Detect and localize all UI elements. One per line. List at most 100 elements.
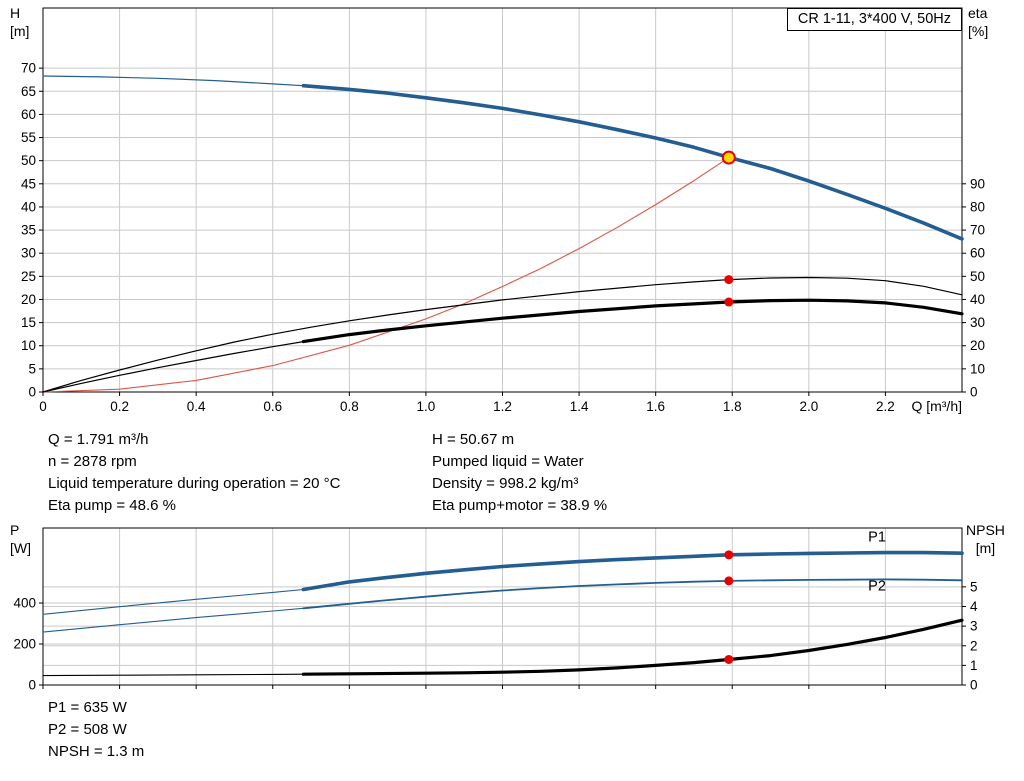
y-right-tick-label: 1 <box>970 658 978 673</box>
duty-info-right-column: H = 50.67 m Pumped liquid = Water Densit… <box>432 429 607 517</box>
info-line-eta-pump: Eta pump = 48.6 % <box>48 497 176 514</box>
y-left-tick-label: 0 <box>28 385 36 400</box>
y-right-tick-label: 3 <box>970 619 978 634</box>
series-p1-curve <box>301 550 964 592</box>
y-left-tick-label: 400 <box>13 596 36 611</box>
series-p2-curve <box>302 578 963 610</box>
y-right-tick-label: 10 <box>970 361 985 376</box>
y-right-tick-label: 50 <box>970 269 985 284</box>
series-system-curve <box>42 157 730 393</box>
power-annotations: P1 P2 <box>724 530 886 664</box>
series-eta-pump-motor-lead <box>42 341 304 393</box>
x-tick-label: 0.6 <box>263 399 282 414</box>
power-info-block: P1 = 635 W P2 = 508 W NPSH = 1.3 m <box>48 697 144 763</box>
qh-annotations <box>721 150 736 307</box>
series-eta-pump-motor-curve <box>301 298 964 344</box>
npsh-axis-label-unit: [m] <box>975 540 996 556</box>
x-tick-label: 0.8 <box>340 399 359 414</box>
qh-axes: 0 0.2 0.4 0.6 0.8 1.0 1.2 1.4 1.6 1.8 2.0 2.2 0 5 10 15… <box>21 7 985 414</box>
x-tick-label: 1.6 <box>646 399 665 414</box>
info-line-npsh: NPSH = 1.3 m <box>48 743 145 760</box>
x-tick-label: 1.4 <box>570 399 589 414</box>
y-left-tick-label: 45 <box>21 176 36 191</box>
p-axis-label-unit: [W] <box>10 540 31 556</box>
eta-axis-label: eta [%] <box>968 4 988 40</box>
y-right-tick-label: 80 <box>970 199 985 214</box>
info-line-eta-total: Eta pump+motor = 38.9 % <box>432 497 608 514</box>
qh-plot-frame <box>42 7 963 393</box>
npsh-axis-label-symbol: NPSH <box>966 522 1005 538</box>
x-tick-label: 1.2 <box>493 399 512 414</box>
p-axis-label-symbol: P <box>10 522 20 538</box>
h-axis-label: H [m] <box>10 4 29 40</box>
x-tick-label: 0.2 <box>110 399 129 414</box>
y-right-tick-label: 30 <box>970 315 985 330</box>
p1-curve-label: P1 <box>868 530 886 546</box>
info-line-p2: P2 = 508 W <box>48 721 127 738</box>
npsh-operating-dot <box>724 654 734 664</box>
info-line-liquid: Pumped liquid = Water <box>432 453 584 470</box>
q-axis-label: Q [m³/h] <box>911 398 962 414</box>
y-left-tick-label: 35 <box>21 223 36 238</box>
x-tick-label: 1.0 <box>417 399 436 414</box>
info-line-q: Q = 1.791 m³/h <box>48 431 149 448</box>
y-right-tick-label: 70 <box>970 223 985 238</box>
series-p2-lead <box>42 607 304 633</box>
power-plot-frame <box>42 527 963 686</box>
h-axis-label-unit: [m] <box>10 23 30 39</box>
info-line-p1: P1 = 635 W <box>48 699 127 716</box>
p2-operating-dot <box>724 576 734 586</box>
series-npsh-curve <box>301 618 964 676</box>
y-right-tick-label: 40 <box>970 292 985 307</box>
y-left-tick-label: 60 <box>21 107 36 122</box>
y-left-tick-label: 30 <box>21 246 36 261</box>
y-right-tick-label: 5 <box>970 579 978 594</box>
eta-axis-label-symbol: eta <box>968 5 988 21</box>
x-tick-label: 0.4 <box>187 399 206 414</box>
duty-point-marker <box>721 150 736 165</box>
x-tick-label: 0 <box>39 399 47 414</box>
info-line-h: H = 50.67 m <box>432 431 515 448</box>
y-left-tick-label: 20 <box>21 292 36 307</box>
y-left-tick-label: 70 <box>21 61 36 76</box>
eta-axis-label-unit: [%] <box>968 23 989 39</box>
qh-grid <box>43 8 962 392</box>
series-p1-lead <box>42 588 304 615</box>
info-line-temperature: Liquid temperature during operation = 20… <box>48 475 341 492</box>
y-left-tick-label: 200 <box>13 637 36 652</box>
series-npsh-lead <box>42 673 304 677</box>
series-h-curve-lead <box>42 75 304 87</box>
y-right-tick-label: 60 <box>970 246 985 261</box>
h-axis-label-symbol: H <box>10 5 21 21</box>
series-h-curve <box>301 83 964 241</box>
y-left-tick-label: 5 <box>28 361 36 376</box>
y-right-tick-label: 90 <box>970 176 985 191</box>
npsh-axis-label: NPSH [m] <box>966 521 1005 557</box>
p2-curve-label: P2 <box>868 578 886 594</box>
qh-series-group <box>42 75 964 393</box>
power-series-group <box>42 550 964 677</box>
y-left-tick-label: 50 <box>21 153 36 168</box>
eta-pump-motor-operating-dot <box>724 297 734 307</box>
info-line-density: Density = 998.2 kg/m³ <box>432 475 579 492</box>
y-left-tick-label: 55 <box>21 130 36 145</box>
x-tick-label: 1.8 <box>723 399 742 414</box>
series-eta-pump-curve <box>42 276 963 393</box>
eta-pump-operating-dot <box>724 275 734 285</box>
info-line-speed: n = 2878 rpm <box>48 453 137 470</box>
y-left-tick-label: 25 <box>21 269 36 284</box>
power-grid <box>43 528 962 685</box>
pump-title-box: CR 1-11, 3*400 V, 50Hz <box>786 8 962 31</box>
y-right-tick-label: 4 <box>970 599 978 614</box>
y-right-tick-label: 2 <box>970 638 978 653</box>
y-right-tick-label: 0 <box>970 678 978 693</box>
x-tick-label: 2.2 <box>876 399 895 414</box>
x-tick-label: 2.0 <box>799 399 818 414</box>
y-left-tick-label: 0 <box>28 678 36 693</box>
power-axes: 0 200 400 0 1 2 3 4 5 <box>13 527 978 693</box>
duty-info-left-column: Q = 1.791 m³/h n = 2878 rpm Liquid tempe… <box>48 429 340 517</box>
y-left-tick-label: 40 <box>21 199 36 214</box>
y-left-tick-label: 65 <box>21 84 36 99</box>
